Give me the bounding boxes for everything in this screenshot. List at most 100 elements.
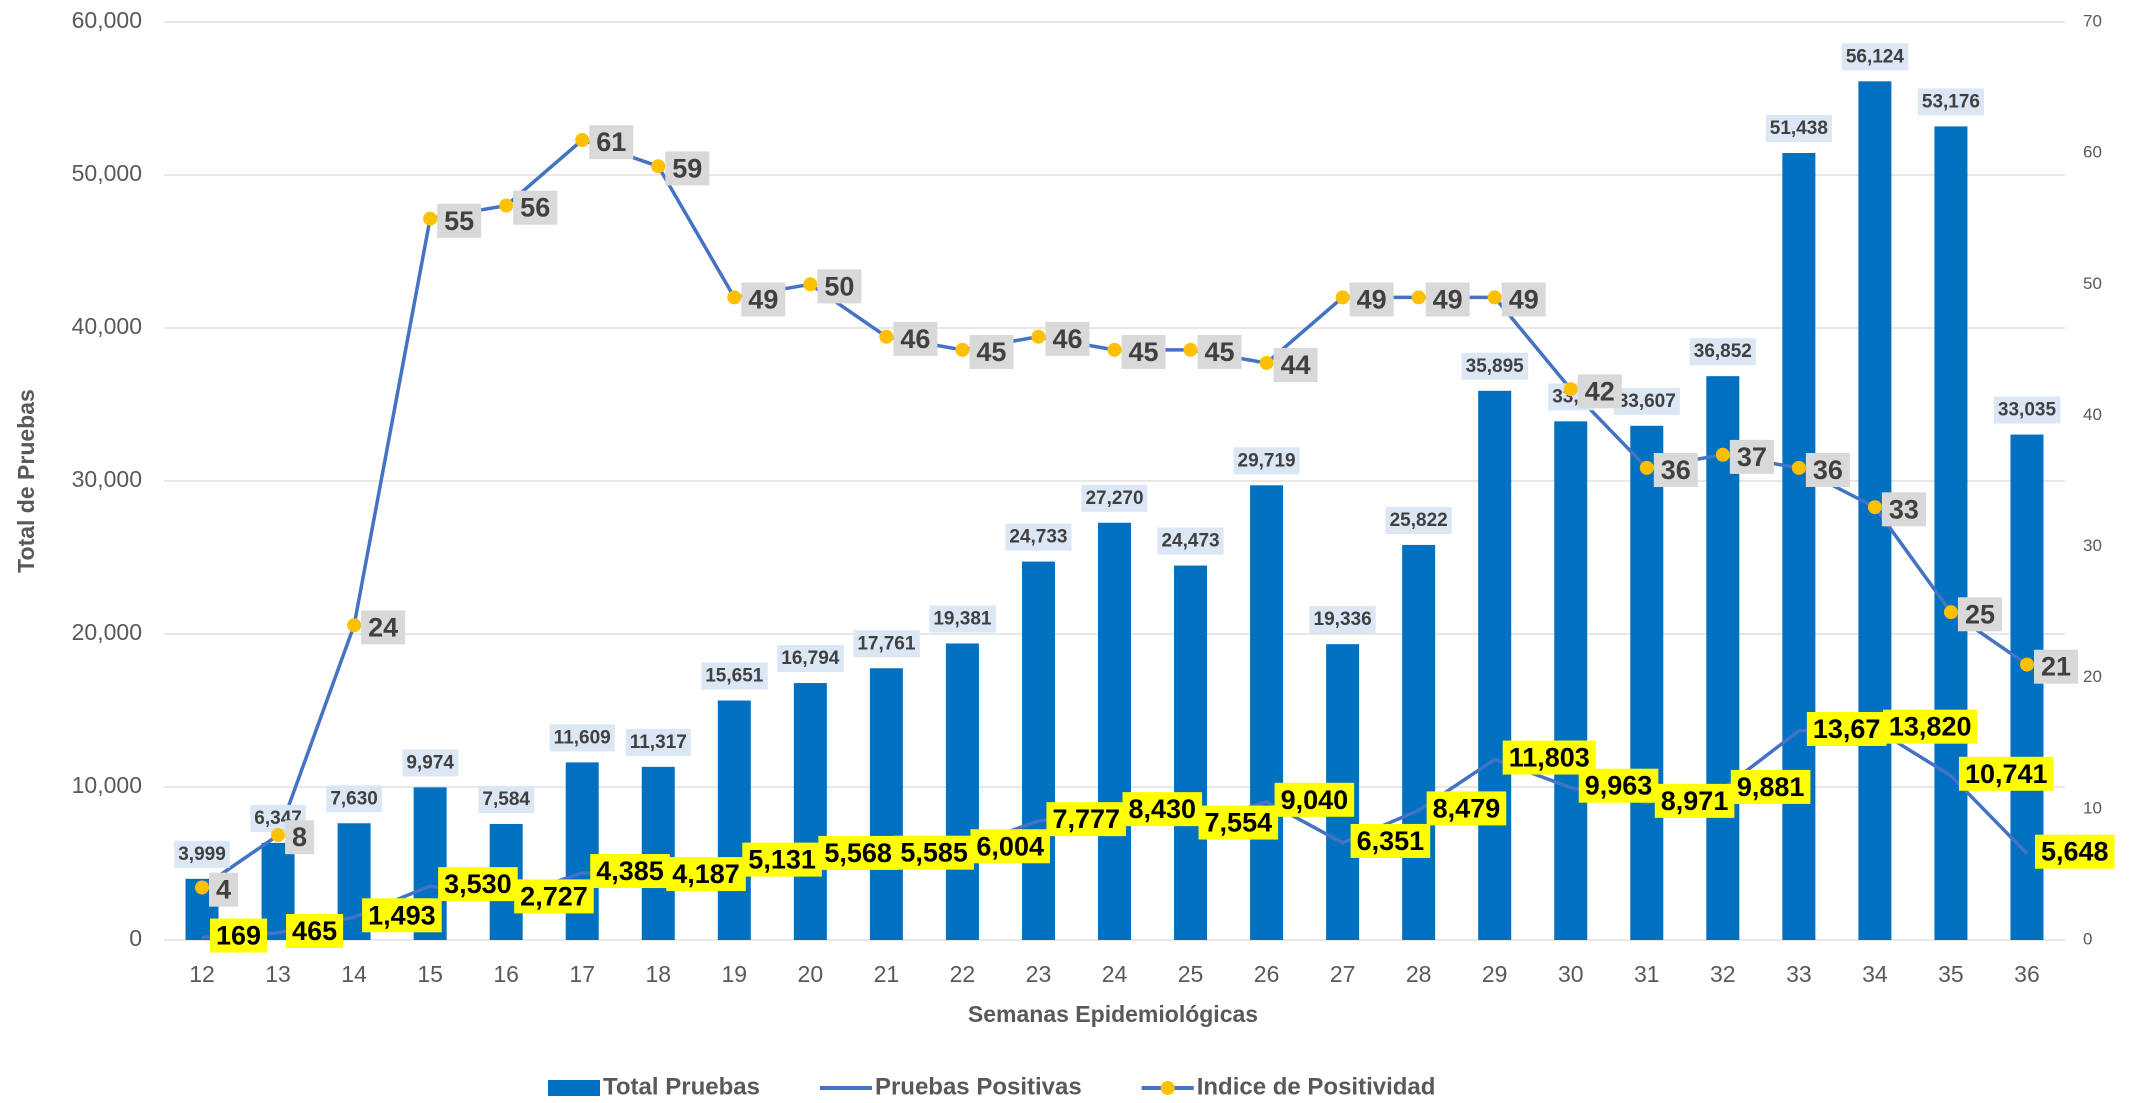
label-background [361,610,406,645]
marker [727,290,742,305]
label-background [929,605,996,633]
label-background [1350,823,1431,858]
label-background [1729,439,1774,474]
bar-value-label: 9,974 [406,752,454,773]
marker [1867,500,1882,515]
bar-value-label: 24,473 [1161,531,1219,552]
index-value-label: 8 [292,822,307,852]
index-value-label: 45 [1205,337,1235,367]
index-value-label: 4 [216,875,231,905]
index-value-label: 56 [520,193,550,223]
marker [1487,290,1502,305]
label-background [625,728,691,756]
positive-value-label: 6,351 [1357,826,1425,856]
x-tick-label: 23 [1026,961,1052,987]
bar-value-label: 3,999 [178,844,226,865]
y2-tick-label: 20 [2083,667,2102,686]
marker [1563,382,1578,397]
bar-value-label: 16,794 [781,648,840,669]
y-axis-title: Total de Pruebas [13,389,39,573]
marker [1715,447,1730,462]
positive-value-label: 10,741 [1965,759,2048,789]
bar [1630,425,1664,941]
bar-value-label: 36,852 [1694,341,1752,362]
bar [1098,522,1131,940]
marker [1031,329,1046,344]
positive-value-label: 5,585 [900,838,968,868]
y-tick-label: 30,000 [72,466,142,492]
label-background [1881,492,1926,527]
index-value-label: 37 [1737,442,1767,472]
marker [879,329,894,344]
index-value-label: 50 [824,271,854,301]
label-background [1917,88,1985,116]
marker [1259,355,1274,370]
label-background [1654,783,1735,818]
bar [1782,152,1816,940]
x-tick-label: 27 [1330,961,1356,987]
label-background [549,724,615,752]
label-background [286,914,344,949]
label-background [1426,791,1507,826]
marker [1183,342,1198,357]
index-value-label: 45 [1129,337,1159,367]
label-background [590,854,670,889]
marker [1411,290,1426,305]
label-background [1309,606,1376,634]
x-tick-label: 16 [493,961,519,987]
bar [1250,485,1284,940]
label-background [589,125,634,160]
y-tick-label: 0 [129,925,142,951]
label-background [2034,834,2115,869]
marker [1791,460,1806,475]
label-background [1005,523,1072,551]
x-tick-label: 30 [1558,961,1584,987]
x-tick-label: 33 [1786,961,1812,987]
bar-value-label: 51,438 [1770,118,1828,139]
label-background [1198,805,1279,840]
y2-tick-label: 60 [2083,143,2102,162]
index-value-label: 36 [1813,455,1843,485]
index-value-label: 45 [976,337,1006,367]
label-background [1046,802,1127,837]
label-background [437,203,482,238]
x-tick-label: 34 [1862,961,1888,987]
positive-value-label: 1,493 [368,900,436,930]
marker [499,198,514,213]
bar-value-label: 11,609 [554,727,611,748]
positive-value-label: 9,040 [1281,785,1349,815]
y2-tick-label: 50 [2083,274,2102,293]
bar-value-label: 33,607 [1618,391,1676,412]
positive-value-label: 7,554 [1205,808,1273,838]
bar [1402,544,1436,940]
label-background [438,867,518,902]
label-background [1765,115,1832,143]
label-background [853,630,920,658]
positive-value-label: 11,803 [1509,743,1590,773]
bar-value-label: 15,651 [705,666,764,687]
label-background [777,645,844,673]
bar [1478,390,1512,940]
y2-tick-label: 70 [2083,11,2102,30]
x-tick-label: 36 [2014,961,2040,987]
x-tick-label: 31 [1634,961,1660,987]
label-background [2033,649,2079,684]
x-axis-title: Semanas Epidemiológicas [968,1001,1258,1027]
label-background [1578,768,1659,803]
marker [1335,290,1350,305]
legend-label: Indice de Positividad [1197,1073,1436,1100]
x-tick-label: 25 [1178,961,1204,987]
positive-value-label: 5,568 [824,838,892,868]
label-background [1197,334,1242,369]
y-tick-label: 50,000 [72,160,142,186]
label-background [1273,348,1318,383]
positive-value-label: 6,004 [976,831,1044,861]
x-tick-label: 32 [1710,961,1736,987]
label-background [666,857,746,892]
label-background [1081,484,1148,512]
x-tick-label: 12 [189,961,215,987]
x-tick-label: 26 [1254,961,1280,987]
x-tick-label: 17 [569,961,595,987]
label-background [969,334,1014,369]
